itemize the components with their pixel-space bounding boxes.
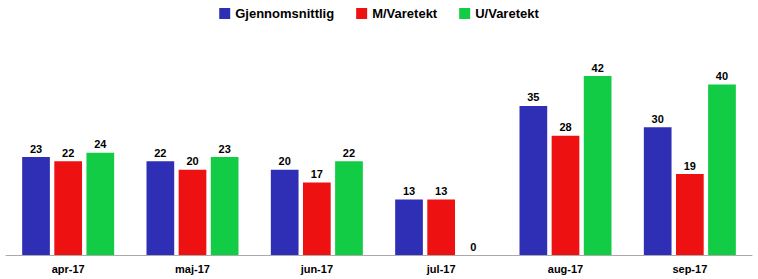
- svg-text:22: 22: [343, 147, 355, 159]
- svg-text:19: 19: [684, 160, 696, 172]
- svg-text:42: 42: [592, 62, 604, 74]
- svg-text:23: 23: [219, 143, 231, 155]
- svg-text:23: 23: [30, 143, 42, 155]
- svg-text:aug-17: aug-17: [548, 263, 583, 275]
- svg-text:30: 30: [652, 113, 664, 125]
- svg-text:20: 20: [186, 155, 198, 167]
- svg-text:0: 0: [470, 241, 476, 253]
- svg-text:jul-17: jul-17: [426, 263, 456, 275]
- svg-text:13: 13: [435, 185, 447, 197]
- svg-text:M/Varetekt: M/Varetekt: [372, 6, 438, 21]
- svg-text:apr-17: apr-17: [52, 263, 85, 275]
- svg-text:28: 28: [559, 121, 571, 133]
- svg-text:13: 13: [403, 185, 415, 197]
- svg-text:24: 24: [94, 138, 107, 150]
- svg-text:17: 17: [311, 168, 323, 180]
- svg-text:22: 22: [62, 147, 74, 159]
- svg-text:jun-17: jun-17: [300, 263, 333, 275]
- svg-text:Gjennomsnittlig: Gjennomsnittlig: [235, 6, 334, 21]
- svg-text:35: 35: [527, 91, 539, 103]
- svg-text:U/Varetekt: U/Varetekt: [475, 6, 539, 21]
- svg-text:sep-17: sep-17: [672, 263, 707, 275]
- svg-text:maj-17: maj-17: [175, 263, 210, 275]
- svg-text:22: 22: [154, 147, 166, 159]
- svg-text:40: 40: [716, 70, 728, 82]
- svg-text:20: 20: [279, 155, 291, 167]
